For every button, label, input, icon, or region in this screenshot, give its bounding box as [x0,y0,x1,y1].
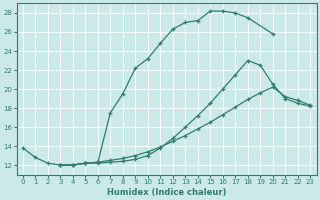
X-axis label: Humidex (Indice chaleur): Humidex (Indice chaleur) [107,188,226,197]
